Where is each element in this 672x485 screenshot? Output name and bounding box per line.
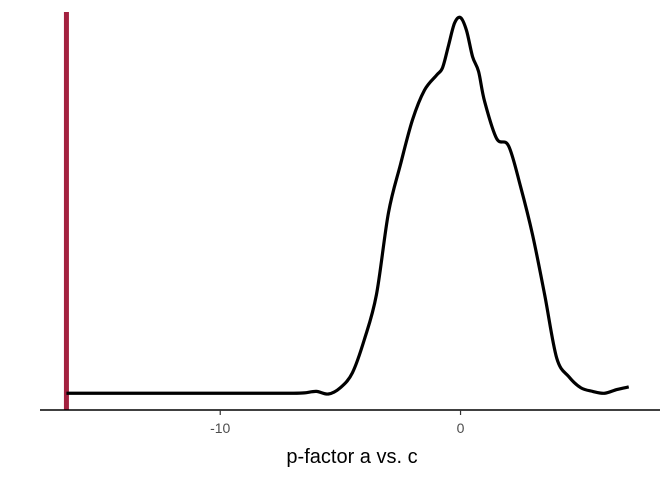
x-tick-label: -10 bbox=[210, 420, 230, 436]
density-curve bbox=[66, 15, 630, 396]
series-layer bbox=[66, 15, 630, 396]
x-axis-ticks: -10 0 bbox=[210, 410, 465, 436]
x-axis-title: p-factor a vs. c bbox=[286, 446, 417, 468]
x-tick-label: 0 bbox=[457, 420, 465, 436]
